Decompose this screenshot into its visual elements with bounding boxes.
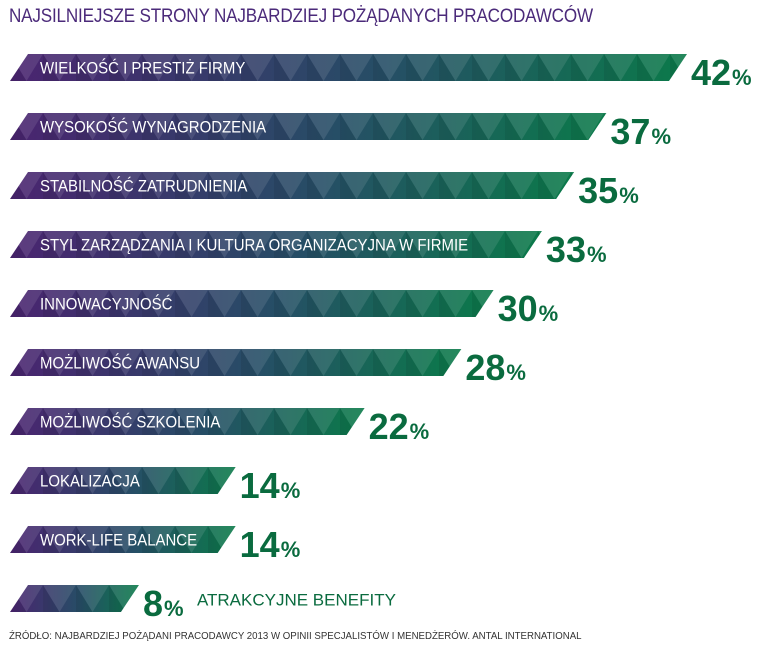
bar-label: INNOWACYJNOŚĆ xyxy=(40,295,172,314)
bar-row: STYL ZARZĄDZANIA I KULTURA ORGANIZACYJNA… xyxy=(10,229,607,270)
bar-texture xyxy=(10,408,365,435)
bar-label: WORK-LIFE BALANCE xyxy=(40,531,197,550)
chart-title: NAJSILNIEJSZE STRONY NAJBARDZIEJ POŻĄDAN… xyxy=(9,6,593,27)
value-label: 35% xyxy=(578,170,639,211)
bar-texture xyxy=(10,585,139,612)
value-label: 14% xyxy=(240,465,301,506)
bar-label: ATRAKCYJNE BENEFITY xyxy=(197,591,396,610)
bar-row: MOŻLIWOŚĆ AWANSU 28% xyxy=(10,347,526,388)
bar-label: MOŻLIWOŚĆ SZKOLENIA xyxy=(40,413,221,432)
bar-row: STABILNOŚĆ ZATRUDNIENIA 35% xyxy=(10,170,639,211)
bar-row: WORK-LIFE BALANCE 14% xyxy=(10,524,300,565)
bar-texture xyxy=(10,54,687,81)
source-note: ŹRÓDŁO: NAJBARDZIEJ POŻĄDANI PRACODAWCY … xyxy=(9,630,582,642)
value-label: 33% xyxy=(546,229,607,270)
bar-row: WYSOKOŚĆ WYNAGRODZENIA 37% xyxy=(10,111,671,152)
bar-label: WYSOKOŚĆ WYNAGRODZENIA xyxy=(40,118,267,137)
bar-texture xyxy=(10,467,236,494)
bar-texture xyxy=(10,113,607,140)
bar-label: MOŻLIWOŚĆ AWANSU xyxy=(40,354,200,373)
bar-texture xyxy=(10,526,236,553)
bar-row: WIELKOŚĆ I PRESTIŻ FIRMY 42% xyxy=(10,52,752,93)
bar-texture xyxy=(10,231,542,258)
bar-label: STYL ZARZĄDZANIA I KULTURA ORGANIZACYJNA… xyxy=(40,236,468,255)
bar-row: 8% ATRAKCYJNE BENEFITY xyxy=(10,583,396,624)
bar-label: STABILNOŚĆ ZATRUDNIENIA xyxy=(40,177,248,196)
bar-row: MOŻLIWOŚĆ SZKOLENIA 22% xyxy=(10,406,429,447)
bar-label: WIELKOŚĆ I PRESTIŻ FIRMY xyxy=(40,59,245,78)
bar-texture xyxy=(10,172,575,199)
bar-row: LOKALIZACJA 14% xyxy=(10,465,300,506)
bar-texture xyxy=(10,290,494,317)
value-label: 8% xyxy=(143,583,184,624)
value-label: 14% xyxy=(240,524,301,565)
value-label: 37% xyxy=(610,111,671,152)
bar-row: INNOWACYJNOŚĆ 30% xyxy=(10,288,558,329)
bar-texture xyxy=(10,349,462,376)
value-label: 42% xyxy=(691,52,752,93)
value-label: 30% xyxy=(498,288,559,329)
bar-label: LOKALIZACJA xyxy=(40,472,140,491)
value-label: 28% xyxy=(465,347,526,388)
value-label: 22% xyxy=(369,406,430,447)
